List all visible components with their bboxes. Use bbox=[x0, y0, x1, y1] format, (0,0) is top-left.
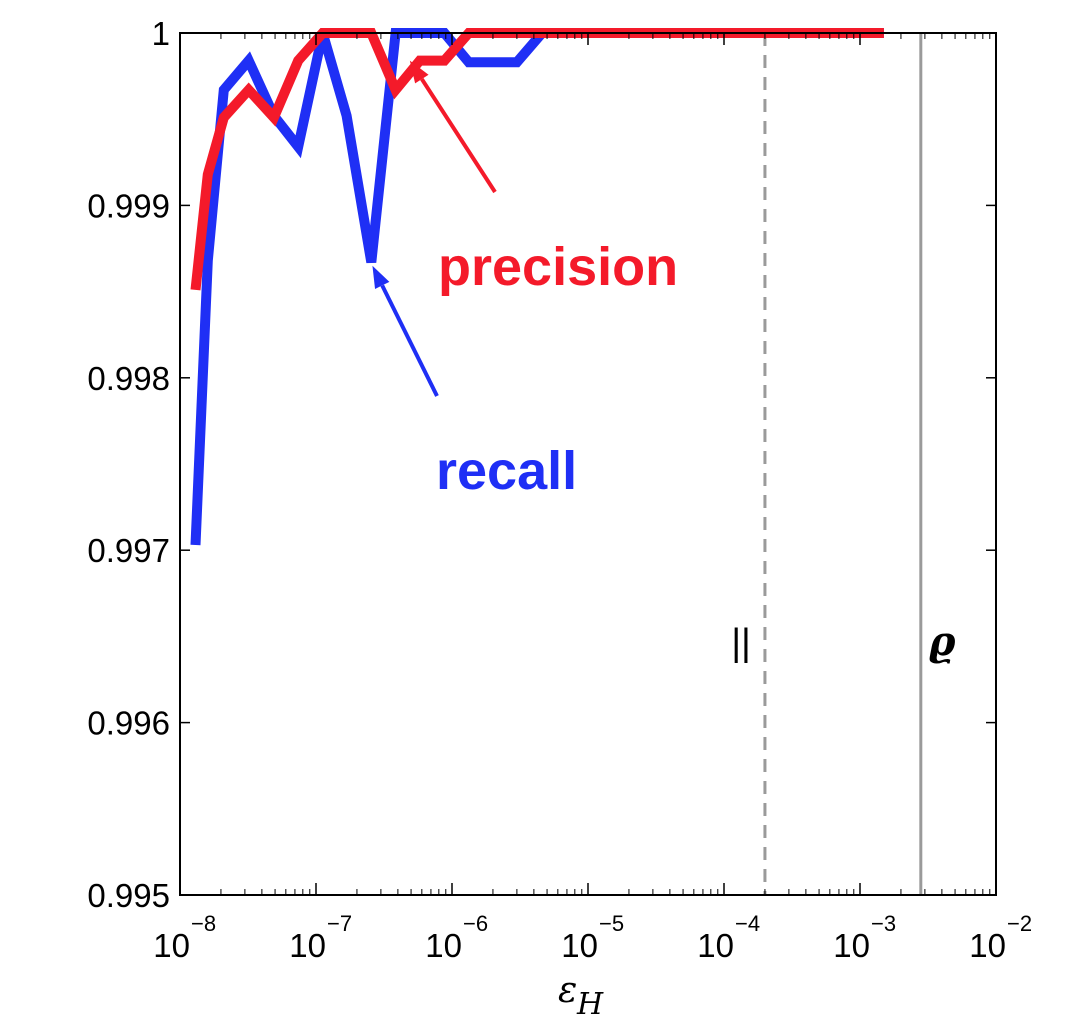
precision-annotation-label: precision bbox=[438, 237, 678, 297]
x-tick-label-base: 10 bbox=[425, 927, 462, 964]
x-tick-label-base: 10 bbox=[289, 927, 326, 964]
x-tick-label-base: 10 bbox=[697, 927, 734, 964]
x-tick-label-exponent: −6 bbox=[463, 911, 488, 936]
x-tick-label-4: 10−4 bbox=[697, 911, 760, 964]
recall-annotation-label: recall bbox=[436, 441, 577, 501]
y-tick-label-0-995: 0.995 bbox=[87, 877, 170, 914]
x-tick-label-exponent: −3 bbox=[871, 911, 896, 936]
x-tick-label-exponent: −7 bbox=[327, 911, 352, 936]
x-tick-label-exponent: −8 bbox=[191, 911, 216, 936]
precision-annotation-arrow-shaft bbox=[420, 77, 497, 194]
y-tick-label-0-996: 0.996 bbox=[87, 705, 170, 742]
x-axis-label: ε H bbox=[558, 970, 604, 1022]
y-tick-label-0-998: 0.998 bbox=[87, 360, 170, 397]
precision-annotation-arrow-head bbox=[409, 60, 429, 84]
annotation-layer: precision recall bbox=[372, 60, 678, 501]
x-tick-label-exponent: −4 bbox=[735, 911, 760, 936]
x-tick-label-8: 10−8 bbox=[153, 911, 216, 964]
recall-annotation-arrow-head bbox=[372, 265, 390, 290]
plot-area bbox=[180, 33, 996, 895]
x-tick-label-2: 10−2 bbox=[969, 911, 1032, 964]
x-tick-label-3: 10−3 bbox=[833, 911, 896, 964]
reference-line-label-dashed: || bbox=[731, 622, 751, 664]
x-tick-label-base: 10 bbox=[969, 927, 1006, 964]
x-tick-label-exponent: −2 bbox=[1007, 911, 1032, 936]
x-axis-label-subscript: H bbox=[576, 987, 604, 1022]
x-tick-label-6: 10−6 bbox=[425, 911, 488, 964]
y-tick-label-0-999: 0.999 bbox=[87, 187, 170, 224]
x-tick-label-exponent: −5 bbox=[599, 911, 624, 936]
x-axis-label-symbol: ε bbox=[558, 970, 577, 1011]
recall-annotation-arrow-shaft bbox=[380, 284, 439, 397]
reference-line-label-solid: ϱ bbox=[929, 618, 956, 665]
x-tick-label-base: 10 bbox=[833, 927, 870, 964]
x-tick-label-5: 10−5 bbox=[561, 911, 624, 964]
x-tick-label-base: 10 bbox=[561, 927, 598, 964]
reference-lines: || ϱ bbox=[731, 33, 956, 895]
y-tick-label-0-997: 0.997 bbox=[87, 532, 170, 569]
y-tick-label-1: 1 bbox=[152, 15, 170, 52]
x-tick-label-base: 10 bbox=[153, 927, 190, 964]
axes-layer: 0.9950.9960.9970.9980.999110−810−710−610… bbox=[87, 15, 1032, 964]
x-tick-label-7: 10−7 bbox=[289, 911, 352, 964]
